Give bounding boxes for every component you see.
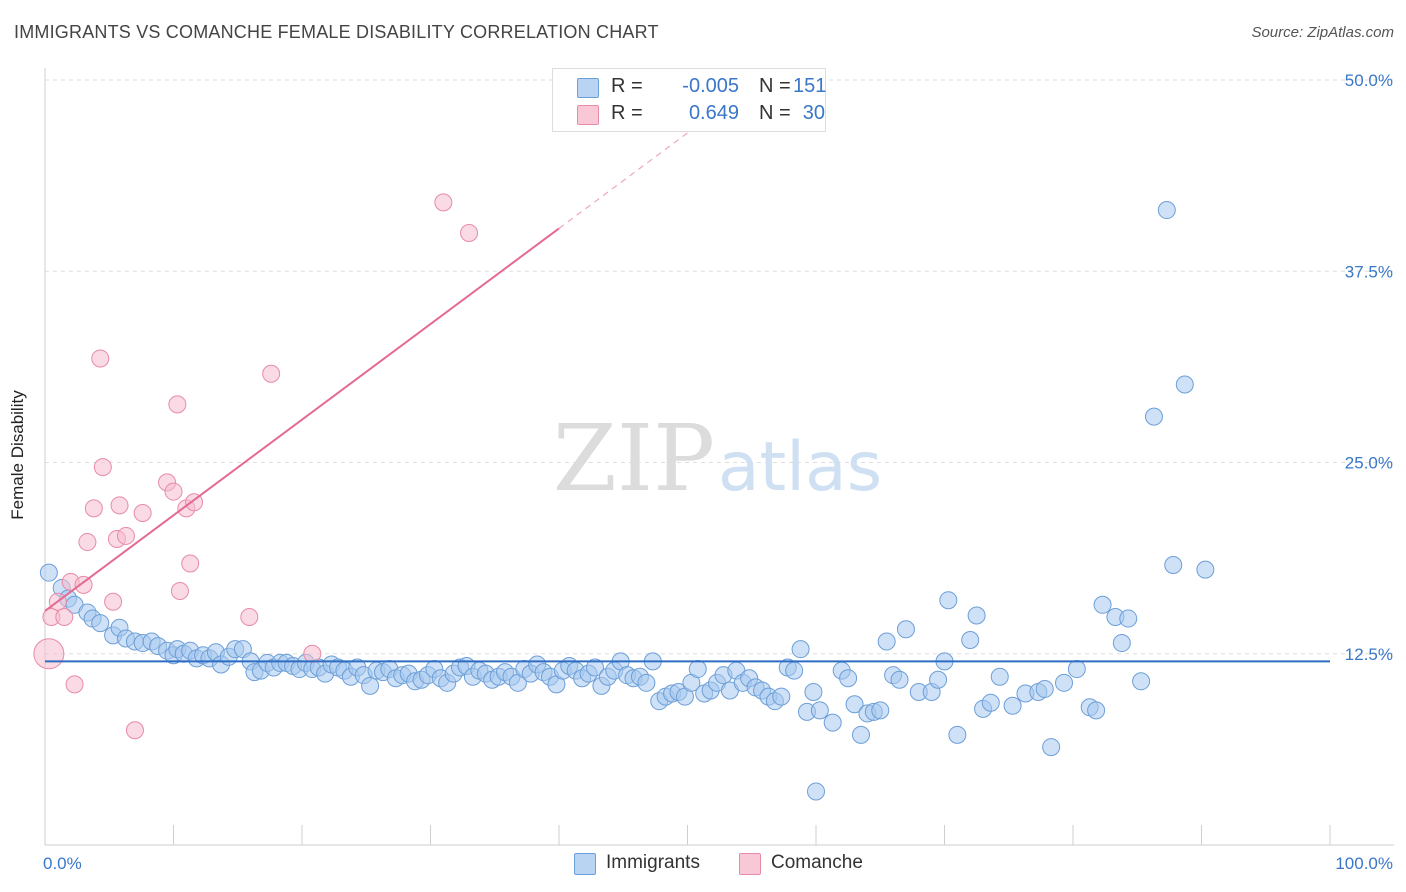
comanche-point [84, 499, 103, 518]
immigrants-point [585, 658, 604, 677]
watermark: ZIP atlas [553, 405, 882, 512]
watermark-atlas: atlas [718, 428, 882, 507]
comanche-point [181, 554, 200, 573]
immigrants-point [1132, 672, 1151, 691]
immigrants-point [804, 683, 823, 701]
immigrants-point [877, 632, 896, 651]
immigrants-point [791, 640, 810, 659]
axis-layer: 12.5% 25.0% 37.5% 50.0% 0.0% 100.0% [43, 68, 1394, 873]
immigrants-n-label: N = [759, 75, 791, 97]
immigrants-point [1196, 560, 1215, 579]
comanche-swatch [577, 105, 599, 125]
legend-row-comanche: R = 0.649 N = 30 [577, 102, 825, 126]
immigrants-point [688, 660, 707, 679]
immigrants-point [845, 695, 864, 714]
immigrants-point [1144, 407, 1163, 426]
comanche-legend-label: Comanche [771, 852, 863, 873]
comanche-point [104, 592, 123, 611]
immigrants-point [1055, 673, 1074, 692]
immigrants-point [810, 701, 829, 720]
immigrants-point [929, 670, 948, 689]
immigrants-r-value: -0.005 [682, 75, 739, 97]
comanche-point [460, 224, 479, 242]
x-tick-label: 100.0% [1335, 854, 1393, 873]
comanche-n-label: N = [759, 102, 791, 124]
immigrants-point [896, 620, 915, 639]
immigrants-legend-swatch [574, 853, 596, 875]
immigrants-swatch [577, 78, 599, 98]
immigrants-point [1119, 609, 1138, 628]
comanche-point [74, 575, 93, 594]
trend-layer [44, 108, 1330, 663]
comanche-point [55, 608, 74, 627]
immigrants-point [890, 670, 909, 689]
immigrants-point [1067, 660, 1086, 679]
comanche-trend-line [44, 227, 560, 612]
comanche-point [65, 675, 84, 694]
comanche-point [434, 193, 453, 212]
comanche-point [164, 482, 183, 501]
points-layer [33, 193, 1215, 801]
y-tick-label: 12.5% [1345, 645, 1393, 664]
immigrants-point [1093, 595, 1112, 614]
immigrants-point [1164, 556, 1183, 575]
comanche-point [125, 721, 144, 740]
chart-title: IMMIGRANTS VS COMANCHE FEMALE DISABILITY… [14, 22, 659, 42]
y-tick-label: 50.0% [1345, 71, 1393, 90]
immigrants-point [939, 591, 958, 610]
y-axis-label: Female Disability [8, 390, 27, 520]
comanche-point [93, 458, 112, 477]
y-tick-label: 25.0% [1345, 454, 1393, 473]
watermark-zip: ZIP [553, 405, 715, 512]
immigrants-point [823, 713, 842, 732]
comanche-r-value: 0.649 [688, 102, 739, 124]
stats-legend: R = -0.005 N = 151 R = 0.649 N = 30 [552, 68, 826, 132]
immigrants-point [1035, 679, 1054, 698]
immigrants-point [785, 661, 804, 680]
comanche-n-value: 30 [802, 102, 825, 124]
immigrants-point [1087, 701, 1106, 720]
immigrants-point [361, 676, 380, 695]
immigrants-point [1157, 201, 1176, 220]
comanche-point [133, 503, 152, 522]
immigrants-point [871, 701, 890, 720]
comanche-point [91, 349, 110, 368]
immigrants-point [839, 669, 858, 688]
y-tick-label: 37.5% [1345, 262, 1393, 281]
immigrants-point [91, 614, 110, 633]
comanche-point [262, 364, 281, 383]
comanche-legend-swatch [739, 853, 761, 875]
immigrants-point [772, 687, 791, 706]
immigrants-point [39, 563, 58, 582]
comanche-r-label: R = [611, 102, 643, 124]
grid-layer [45, 79, 1394, 655]
x-tick-label: 0.0% [43, 854, 82, 873]
legend-row-immigrants: R = -0.005 N = 151 [577, 75, 826, 99]
immigrants-legend-label: Immigrants [606, 852, 700, 873]
immigrants-point [851, 725, 870, 744]
comanche-point [116, 526, 135, 545]
immigrants-point [961, 630, 980, 649]
comanche-point [110, 496, 129, 515]
immigrants-point [1175, 375, 1194, 394]
immigrants-point [967, 606, 986, 625]
immigrants-point [1112, 634, 1131, 653]
comanche-point [240, 608, 259, 627]
immigrants-point [807, 782, 825, 801]
immigrants-point [948, 725, 967, 744]
comanche-point [78, 533, 97, 552]
comanche-point [303, 644, 322, 663]
immigrants-point [990, 667, 1009, 686]
immigrants-n-value: 151 [793, 75, 827, 97]
immigrants-point [637, 673, 656, 692]
comanche-point [168, 395, 187, 414]
immigrants-point [981, 693, 1000, 712]
comanche-point [170, 582, 189, 601]
chart-source: Source: ZipAtlas.com [1251, 24, 1394, 41]
immigrants-r-label: R = [611, 75, 643, 97]
comanche-point [33, 638, 65, 670]
immigrants-point [1042, 738, 1061, 757]
immigrants-point [1003, 696, 1022, 715]
